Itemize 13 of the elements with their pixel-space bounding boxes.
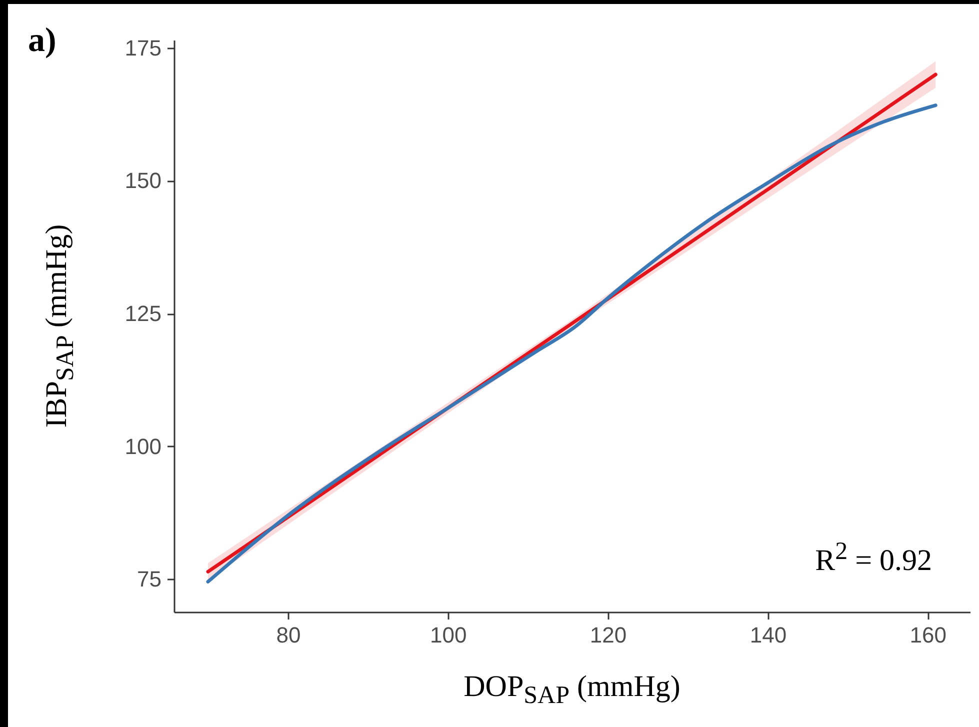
y-tick-label: 100 xyxy=(124,434,162,459)
y-tick-label: 150 xyxy=(124,168,162,194)
x-tick-label: 160 xyxy=(910,622,946,648)
x-tick-label: 140 xyxy=(750,622,787,648)
y-tick-label: 75 xyxy=(137,566,162,592)
y-tick-label: 175 xyxy=(124,35,162,60)
x-axis-title: DOP$_{SAP}$ (mmHg) xyxy=(464,670,680,710)
x-tick-label: 100 xyxy=(430,622,467,648)
annotation: R$^{2}$ = 0.92 xyxy=(815,538,932,578)
text: a) xyxy=(28,22,56,60)
x-tick-label: 80 xyxy=(276,622,301,648)
x-tick-label: 120 xyxy=(590,622,627,648)
y-tick-label: 125 xyxy=(124,301,162,326)
